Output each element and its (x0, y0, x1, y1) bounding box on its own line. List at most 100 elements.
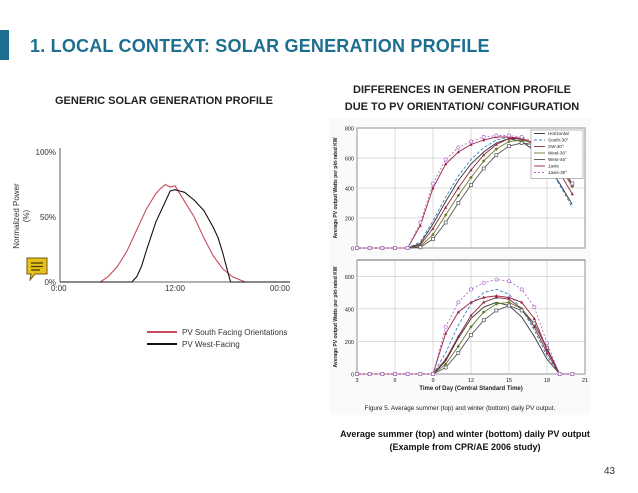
data-point (456, 150, 460, 154)
data-point (557, 372, 562, 376)
generic-x-tick-label: 0:00 (51, 284, 67, 293)
data-point (380, 246, 385, 250)
figure-y-axis-label: Average PV output Watts per pkt-rated KW (333, 137, 339, 238)
data-point (481, 166, 486, 171)
data-point (545, 347, 549, 351)
data-point (520, 300, 524, 304)
figure-y-tick-label: 0 (351, 247, 354, 253)
data-point (519, 135, 524, 139)
data-point (545, 351, 549, 355)
data-point (469, 168, 473, 172)
figure-y-tick-label: 200 (345, 217, 354, 223)
figure-legend-label: West-30° (548, 151, 567, 156)
figure-y-tick-label: 400 (345, 307, 354, 313)
data-point (507, 139, 511, 144)
data-point (532, 324, 536, 328)
data-point (431, 232, 435, 237)
data-point (393, 372, 397, 376)
orientation-title-line-1: DIFFERENCES IN GENERATION PROFILE (353, 84, 571, 96)
data-point (570, 372, 575, 376)
data-point (532, 321, 537, 326)
data-point (545, 341, 549, 346)
data-point (444, 357, 448, 361)
legend-item-west: PV West-Facing (147, 338, 287, 350)
data-point (469, 139, 473, 144)
data-point (481, 310, 486, 314)
data-point (456, 310, 460, 314)
figure-x-tick-label: 3 (355, 378, 358, 384)
data-point (519, 287, 524, 292)
data-point (456, 350, 461, 355)
data-point (494, 133, 499, 138)
generic-profile-title: GENERIC SOLAR GENERATION PROFILE (55, 95, 273, 107)
data-point (431, 181, 435, 186)
generic-y-tick-label: 0% (44, 278, 56, 287)
data-point (456, 344, 461, 349)
figure-legend-label: Horizontal (548, 131, 569, 136)
data-point (431, 237, 435, 241)
data-point (494, 294, 498, 298)
data-point (494, 295, 498, 299)
data-point (494, 302, 499, 306)
data-point (405, 246, 410, 250)
data-point (494, 277, 499, 282)
data-point (481, 318, 486, 323)
data-point (494, 142, 498, 146)
figure-legend-label: 1axis (548, 164, 559, 169)
data-point (405, 372, 410, 376)
legend-item-south: PV South Facing Orientations (147, 326, 287, 338)
legend-swatch-west (147, 343, 177, 345)
data-point (482, 295, 486, 299)
data-point (469, 287, 473, 292)
data-point (481, 159, 486, 163)
legend-swatch-south (147, 331, 177, 333)
generic-y-tick-label: 100% (36, 148, 56, 157)
figure-x-tick-label: 18 (544, 378, 550, 384)
figure-legend-label: 1axis-30° (548, 170, 567, 175)
generic-x-tick-label: 00:00 (270, 284, 291, 293)
figure-y-tick-label: 0 (351, 373, 354, 379)
data-point (355, 372, 359, 376)
data-point (507, 144, 511, 148)
figure-y-tick-label: 200 (345, 340, 354, 346)
data-point (393, 246, 397, 250)
figure-y-tick-label: 600 (345, 157, 354, 163)
data-point (418, 223, 422, 227)
page-number: 43 (604, 466, 616, 477)
generic-y-tick-label: 50% (40, 213, 56, 222)
pv-output-figure-svg: 0 200 400 600 800 Average PV output Watts per… (329, 118, 591, 415)
data-point (469, 324, 473, 329)
data-point (469, 300, 473, 304)
note-icon[interactable] (26, 257, 48, 281)
figure-inner-caption: Figure 5. Average summer (top) and winte… (365, 405, 556, 412)
data-point (482, 300, 486, 304)
figure-series-line (357, 295, 573, 375)
data-point (355, 246, 359, 250)
data-point (443, 324, 448, 329)
orientation-title: DIFFERENCES IN GENERATION PROFILE DUE TO… (312, 82, 612, 116)
data-point (456, 300, 461, 305)
data-point (456, 334, 460, 338)
figure-x-tick-label: 21 (582, 378, 588, 384)
data-point (507, 133, 511, 138)
slide-title: 1. LOCAL CONTEXT: SOLAR GENERATION PROFI… (30, 36, 490, 57)
data-point (443, 157, 448, 162)
figure-y-axis-label: Average PV output Watts per pkt-rated KW (333, 266, 339, 367)
generic-x-tick-label: 12:00 (165, 284, 186, 293)
accent-bar (0, 30, 9, 60)
data-point (507, 303, 511, 308)
data-point (481, 280, 486, 285)
data-point (494, 308, 499, 313)
caption-line-1: Average summer (top) and winter (bottom)… (340, 429, 590, 439)
data-point (367, 372, 372, 376)
data-point (443, 365, 448, 370)
data-point (443, 220, 448, 225)
data-point (418, 372, 423, 376)
data-point (507, 295, 511, 299)
data-point (431, 226, 435, 230)
data-point (519, 308, 524, 313)
figure-legend-label: South-30° (548, 138, 569, 143)
data-point (418, 220, 423, 225)
data-point (367, 246, 372, 250)
